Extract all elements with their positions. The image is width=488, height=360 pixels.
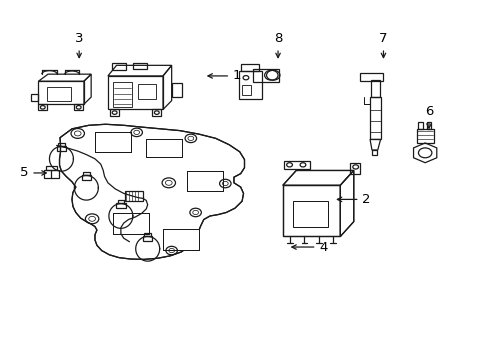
Bar (372, 150, 376, 155)
Text: 2: 2 (337, 193, 370, 206)
Bar (370, 80, 379, 97)
Bar (57, 146, 66, 151)
Bar (108, 76, 163, 109)
Bar (39, 104, 47, 111)
Bar (117, 201, 124, 203)
Bar (349, 163, 360, 174)
Bar (282, 185, 340, 237)
Polygon shape (340, 171, 353, 237)
Bar (133, 63, 147, 69)
Bar (95, 132, 131, 152)
Bar (142, 236, 152, 241)
Bar (171, 83, 182, 97)
Bar (124, 191, 142, 201)
Bar (83, 172, 89, 175)
Bar (144, 233, 151, 236)
Bar (163, 229, 199, 250)
Bar (152, 109, 161, 116)
Bar (283, 161, 309, 169)
Bar (418, 122, 423, 129)
Bar (39, 81, 84, 104)
Text: 4: 4 (291, 240, 327, 253)
Bar (282, 185, 340, 237)
Bar (146, 139, 182, 157)
Bar (253, 68, 279, 82)
Bar (426, 122, 430, 129)
Bar (137, 84, 156, 99)
Bar (45, 166, 57, 171)
Bar (112, 213, 148, 234)
Bar (31, 94, 39, 101)
Bar (81, 175, 91, 180)
Text: 6: 6 (424, 105, 432, 128)
Bar (74, 104, 83, 111)
Bar (46, 86, 70, 100)
Bar (369, 97, 380, 139)
Bar (95, 132, 131, 152)
Bar (238, 71, 261, 99)
Bar (186, 171, 223, 190)
Bar (360, 73, 383, 81)
Bar (112, 213, 148, 234)
Bar (186, 171, 223, 190)
Bar (241, 64, 259, 71)
Bar (416, 129, 433, 143)
Bar (110, 109, 119, 116)
Bar (116, 203, 125, 208)
Text: 8: 8 (273, 32, 282, 58)
Bar (58, 143, 64, 146)
Bar (163, 229, 199, 250)
Polygon shape (282, 171, 353, 185)
Bar (44, 171, 59, 178)
Bar (112, 82, 132, 107)
Bar (241, 85, 251, 95)
Text: 3: 3 (75, 32, 83, 58)
Polygon shape (60, 124, 244, 259)
Text: 5: 5 (20, 166, 46, 179)
Bar (146, 139, 182, 157)
Bar (293, 201, 327, 226)
Text: 7: 7 (379, 32, 387, 58)
Bar (112, 63, 126, 69)
Text: 1: 1 (207, 69, 241, 82)
